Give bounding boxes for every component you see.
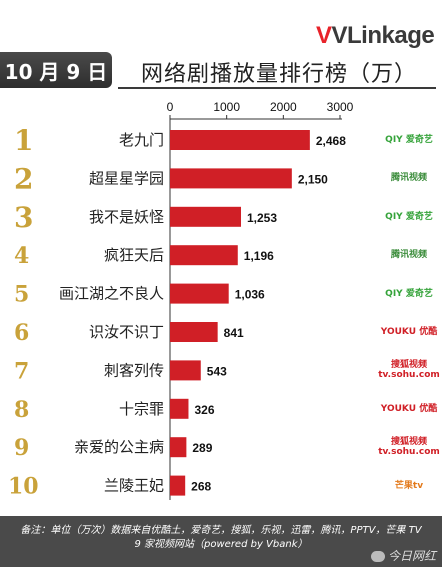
footer-note-line2: 9 家视频网站（powered by Vbank） (134, 539, 308, 550)
date-tab: 10 月 9 日 (0, 52, 112, 88)
platform-logo-text: 芒果tv (394, 480, 424, 491)
platform-logo-text: 腾讯视频 (390, 250, 427, 261)
category-label: 刺客列传 (104, 361, 164, 379)
wechat-icon (370, 550, 385, 562)
mgtv-logo: 芒果tv (380, 472, 438, 500)
bar (170, 283, 229, 304)
category-label: 识汝不识丁 (89, 323, 164, 341)
category-label: 十宗罪 (119, 400, 164, 418)
rank-number: 6 (14, 320, 29, 346)
bar (170, 360, 201, 381)
bar (170, 475, 186, 496)
category-label: 我不是妖怪 (89, 208, 164, 226)
brand-logo: VVLinkage (316, 22, 435, 49)
sohu-video-logo: 搜狐视频 tv.sohu.com (378, 356, 440, 384)
title-divider (118, 87, 436, 89)
iqiyi-logo: QIY 爱奇艺 (380, 126, 438, 154)
platform-logo-text: YOUKU 优酷 (380, 403, 438, 414)
x-tick-label: 0 (167, 100, 174, 114)
rank-number: 1 (14, 124, 33, 157)
rank-number: 5 (14, 282, 29, 308)
data-label: 1,196 (244, 249, 274, 263)
tencent-video-logo: 腾讯视频 (380, 241, 438, 269)
brand-name: VLinkage (331, 22, 435, 49)
tencent-video-logo: 腾讯视频 (380, 164, 438, 192)
platform-logo-text: YOUKU 优酷 (380, 327, 438, 337)
platform-logo-text: QIY 爱奇艺 (385, 288, 433, 299)
category-label: 超星星学园 (89, 169, 164, 187)
rank-number: 4 (14, 243, 29, 269)
rank-number: 9 (14, 435, 29, 461)
data-label: 268 (191, 480, 211, 494)
bar (170, 168, 292, 189)
rank-number: 7 (14, 358, 29, 384)
data-label: 289 (192, 441, 212, 455)
rank-number: 3 (14, 201, 33, 234)
page-title: 网络剧播放量排行榜（万） (140, 62, 417, 87)
data-label: 543 (207, 364, 227, 378)
category-label: 老九门 (119, 131, 164, 149)
platform-logo-text: 腾讯视频 (390, 173, 427, 184)
data-label: 1,036 (235, 288, 265, 302)
bar (170, 206, 242, 227)
watermark: 今日网红 (370, 549, 436, 563)
category-label: 疯狂天后 (104, 246, 164, 264)
category-label: 亲爱的公主病 (74, 438, 164, 456)
category-label: 画江湖之不良人 (59, 285, 164, 303)
data-label: 2,150 (298, 172, 328, 186)
platform-logo-text: 搜狐视频 tv.sohu.com (378, 360, 440, 381)
x-tick-label: 3000 (327, 100, 354, 114)
rank-number: 10 (8, 474, 39, 500)
bars: 1 老九门 2,468 2 超星星学园 2,150 3 我不是妖怪 1,253 4 疯狂天后 1,19… (8, 124, 346, 500)
footer-note: 备注：单位（万次）数据来自优酷土，爱奇艺，搜狐，乐视，迅雷，腾讯，PPTV，芒果… (0, 516, 442, 567)
platform-logo-text: QIY 爱奇艺 (385, 211, 433, 222)
data-label: 326 (194, 403, 214, 417)
watermark-text: 今日网红 (387, 549, 436, 563)
bar (170, 437, 187, 458)
x-tick-label: 2000 (270, 100, 297, 114)
platform-logo-text: 搜狐视频 tv.sohu.com (378, 437, 440, 458)
iqiyi-logo: QIY 爱奇艺 (380, 203, 438, 231)
data-label: 2,468 (316, 134, 346, 148)
bar (170, 245, 238, 266)
footer-note-line1: 备注：单位（万次）数据来自优酷土，爱奇艺，搜狐，乐视，迅雷，腾讯，PPTV，芒果… (20, 525, 422, 536)
youku-logo: YOUKU 优酷 (380, 395, 438, 423)
iqiyi-logo: QIY 爱奇艺 (380, 280, 438, 308)
data-label: 841 (224, 326, 244, 340)
bar (170, 322, 218, 342)
ranking-bar-chart: 0 1000 2000 3000 1 老九门 2,468 2 超星星学园 2,150 3 我不是妖怪… (8, 100, 354, 500)
x-tick-label: 1000 (213, 100, 240, 114)
youku-logo: YOUKU 优酷 (380, 318, 438, 346)
bar (170, 398, 189, 419)
platform-logo-text: QIY 爱奇艺 (385, 135, 433, 145)
bar (170, 130, 310, 150)
data-label: 1,253 (247, 211, 277, 225)
rank-number: 8 (14, 397, 29, 423)
sohu-video-logo: 搜狐视频 tv.sohu.com (378, 433, 440, 461)
category-label: 兰陵王妃 (104, 477, 164, 495)
rank-number: 2 (14, 162, 33, 195)
